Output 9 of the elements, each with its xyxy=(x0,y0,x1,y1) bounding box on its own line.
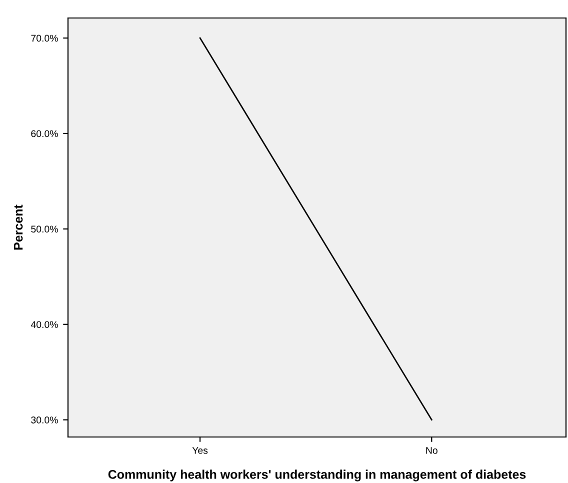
y-tick-label: 60.0% xyxy=(31,130,58,138)
y-tick-label: 30.0% xyxy=(31,416,58,424)
y-tick-label: 70.0% xyxy=(31,34,58,42)
x-tick-label: Yes xyxy=(192,447,208,454)
x-axis-title: Community health workers' understanding in management of diabetes xyxy=(108,470,526,482)
y-tick-label: 40.0% xyxy=(30,321,58,328)
y-axis-title: Percent xyxy=(14,204,23,250)
x-tick-label: No xyxy=(426,447,438,454)
y-tick-label: 50.0% xyxy=(31,226,58,233)
